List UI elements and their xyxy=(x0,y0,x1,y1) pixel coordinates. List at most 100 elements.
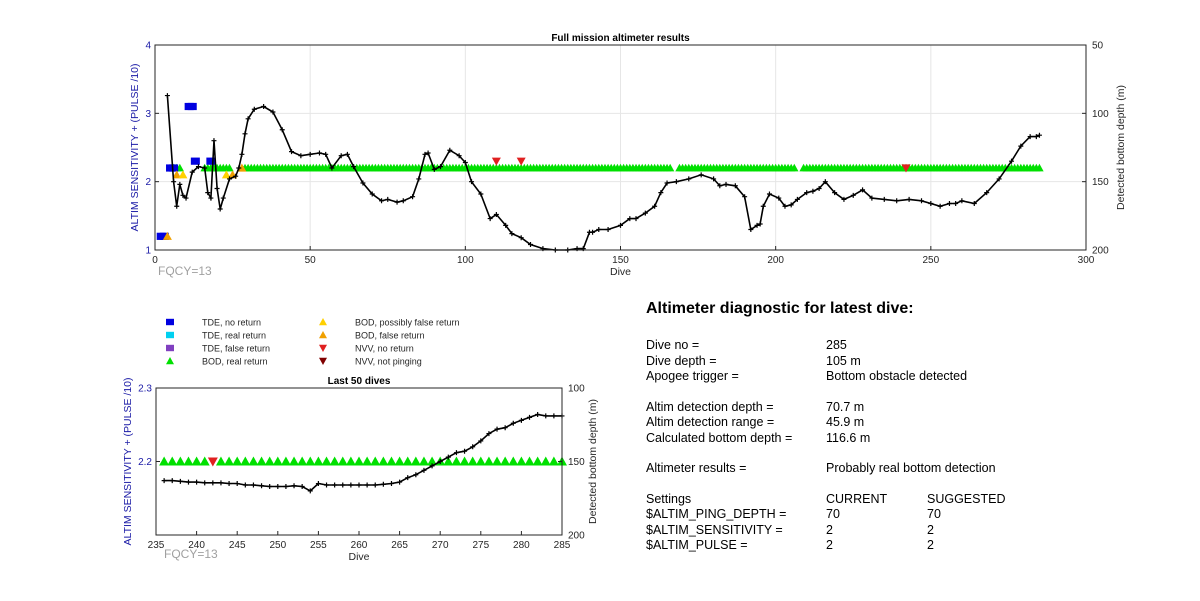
bottom-depth-point xyxy=(332,482,338,488)
bottom-depth-point xyxy=(984,190,990,196)
bottom-depth-point xyxy=(633,216,639,222)
bottom-depth-point xyxy=(946,201,952,207)
data-marker xyxy=(321,456,332,466)
bottom-depth-point xyxy=(171,179,177,185)
bottom-depth-point xyxy=(279,127,285,133)
x-axis-label: Dive xyxy=(348,551,369,563)
bottom-depth-point xyxy=(169,478,175,484)
bottom-depth-point xyxy=(810,188,816,194)
bottom-depth-point xyxy=(356,482,362,488)
bottom-depth-point xyxy=(410,194,416,200)
bottom-depth-point xyxy=(503,222,509,228)
data-marker xyxy=(329,456,340,466)
bottom-depth-point xyxy=(652,203,658,209)
setting-current: 2 xyxy=(826,522,833,537)
bottom-depth-point xyxy=(289,149,295,155)
bottom-depth-point xyxy=(298,153,304,159)
bottom-depth-point xyxy=(214,186,220,191)
series-bod-real-return xyxy=(159,456,567,466)
bottom-depth-point xyxy=(698,172,704,178)
data-marker xyxy=(402,456,413,466)
bottom-depth-point xyxy=(518,235,524,241)
setting-suggested: 2 xyxy=(927,538,934,552)
bottom-depth-point xyxy=(360,180,366,186)
legend: TDE, no return BOD, possibly false return… xyxy=(166,318,460,367)
bottom-depth-point xyxy=(469,179,475,185)
bottom-depth-point xyxy=(841,196,847,202)
series-tde-no-return xyxy=(156,102,216,240)
bottom-depth-point xyxy=(307,488,313,494)
bottom-depth-point xyxy=(456,153,462,159)
x-tick-label: 285 xyxy=(554,540,571,551)
bottom-depth-point xyxy=(422,151,428,157)
bod-real-marker xyxy=(665,163,675,172)
bottom-depth-point xyxy=(348,482,354,488)
x-tick-label: 245 xyxy=(229,540,246,551)
diag-value: 70.7 m xyxy=(826,399,865,414)
bottom-depth-point xyxy=(776,195,782,201)
legend-marker xyxy=(166,318,174,326)
data-marker xyxy=(386,456,397,466)
diag-label: Dive no = xyxy=(646,338,700,352)
bottom-depth-point xyxy=(832,190,838,196)
data-marker xyxy=(190,157,200,165)
legend-item: TDE, false return xyxy=(166,344,270,354)
bottom-depth-point xyxy=(233,173,239,179)
bottom-depth-point xyxy=(177,181,183,187)
data-marker xyxy=(483,456,494,466)
bottom-depth-point xyxy=(794,196,800,202)
bod-real-marker xyxy=(225,163,234,172)
bottom-depth-point xyxy=(953,201,959,207)
bottom-depth-point xyxy=(338,153,344,159)
legend-item: NVV, not pinging xyxy=(319,357,422,367)
bottom-depth-point xyxy=(239,151,245,157)
legend-marker xyxy=(319,318,327,326)
y2-tick-label: 200 xyxy=(1092,246,1109,257)
y-tick-label: 2 xyxy=(145,177,151,188)
diag-label: Altim detection range = xyxy=(646,415,775,429)
bottom-depth-point xyxy=(431,166,437,172)
bottom-depth-point xyxy=(996,176,1002,182)
bottom-depth-point xyxy=(400,198,406,204)
y2-tick-label: 50 xyxy=(1092,41,1104,52)
bottom-depth-point xyxy=(869,195,875,201)
data-marker xyxy=(159,232,169,240)
data-marker xyxy=(443,456,454,466)
y-tick-label: 2.3 xyxy=(138,384,152,395)
bottom-depth-point xyxy=(627,216,633,222)
bottom-depth-point xyxy=(234,481,240,487)
legend-label: BOD, false return xyxy=(355,331,425,341)
bottom-depth-point xyxy=(180,192,186,198)
bottom-depth-point xyxy=(259,483,265,489)
data-marker xyxy=(370,456,381,466)
x-tick-label: 250 xyxy=(922,255,939,266)
legend-label: TDE, real return xyxy=(202,331,266,341)
bottom-depth-point xyxy=(686,176,692,182)
bottom-depth-point xyxy=(242,482,248,488)
series-bod-possibly-false-return xyxy=(178,170,231,179)
bottom-depth-point xyxy=(470,444,476,450)
diag-label: Calculated bottom depth = xyxy=(646,430,793,445)
bottom-depth-point xyxy=(421,467,427,473)
bottom-depth-point xyxy=(462,448,468,454)
y-tick-label: 4 xyxy=(145,41,151,52)
data-marker xyxy=(280,456,291,466)
bottom-depth-point xyxy=(518,417,524,423)
diag-value: Bottom obstacle detected xyxy=(826,369,968,383)
bottom-depth-point xyxy=(174,203,180,209)
series-nvv-no-return xyxy=(207,457,218,467)
diag-row-detection-range: Altim detection range = 45.9 m xyxy=(646,415,1186,431)
bottom-depth-point xyxy=(291,483,297,489)
bottom-depth-point xyxy=(510,420,516,426)
data-marker xyxy=(418,456,429,466)
data-marker xyxy=(206,157,216,165)
data-marker xyxy=(508,456,519,466)
bottom-depth-point xyxy=(164,93,170,99)
bottom-depth-point xyxy=(177,478,183,484)
bottom-depth-point xyxy=(372,482,378,488)
bottom-depth-point xyxy=(283,483,289,489)
diag-row-dive-no: Dive no = 285 xyxy=(646,338,1186,354)
data-marker xyxy=(215,456,226,466)
bottom-depth-point xyxy=(270,109,276,115)
bottom-depth-point xyxy=(816,186,822,191)
